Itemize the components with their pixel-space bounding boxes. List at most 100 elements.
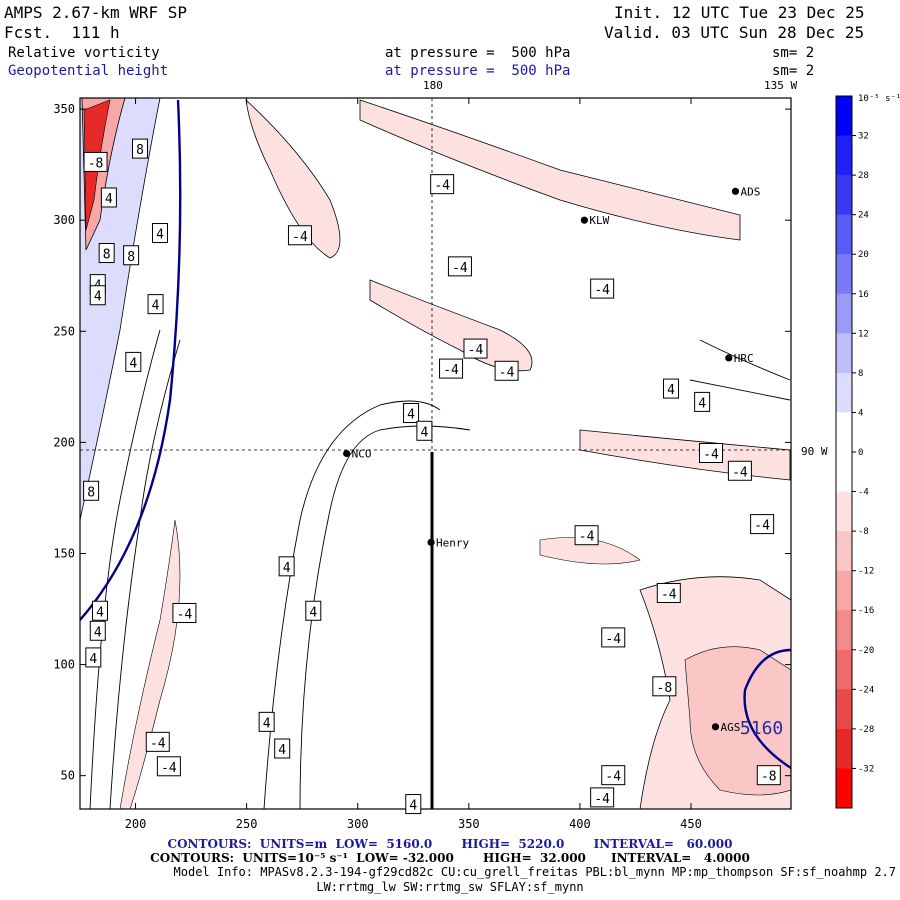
vorticity-label-text: -4 [434, 179, 450, 194]
model-info-cont: LW:rrtmg_lw SW:rrtmg_sw SFLAY:sf_mynn [316, 880, 584, 894]
forecast-hour: Fcst. 111 h [4, 23, 120, 42]
vorticity-label-box [663, 378, 680, 399]
height-contour-west [80, 99, 182, 621]
vorticity-label-text: 4 [409, 799, 417, 814]
vorticity-label-text: -4 [594, 792, 610, 807]
colorbar-level: 20 [858, 250, 869, 260]
vorticity-label-box [699, 443, 724, 463]
field2-level: at pressure = 500 hPa [385, 63, 571, 79]
lon-label-180: 180 [423, 79, 443, 92]
colorbar-swatch [836, 491, 852, 532]
vorticity-label-box [656, 582, 681, 603]
vorticity-label-box [151, 223, 168, 244]
negative-vorticity-band-east [579, 429, 791, 481]
vorticity-label-box [145, 731, 170, 752]
vorticity-label: 4 [147, 294, 164, 315]
colorbar-level: -32 [858, 764, 874, 774]
vorticity-label-box [156, 756, 181, 777]
vorticity-label-box [278, 556, 295, 577]
vorticity-label-text: 4 [129, 356, 137, 371]
vorticity-label-box [727, 460, 752, 481]
colorbar-level: -16 [858, 606, 874, 616]
vorticity-label: 4 [305, 600, 322, 621]
vorticity-label: 4 [278, 556, 295, 577]
vorticity-label: 8 [131, 138, 148, 159]
vorticity-contour [689, 379, 791, 401]
x-tick-label: 450 [680, 817, 702, 831]
vorticity-label-box [416, 420, 433, 441]
vorticity-contour [299, 425, 471, 809]
vorticity-label-text: -4 [594, 283, 610, 298]
height-contour-info: CONTOURS: UNITS=m LOW= 5160.0 HIGH= 5220… [167, 837, 733, 851]
vorticity-label: -4 [656, 582, 681, 603]
vorticity-label-text: 4 [283, 561, 291, 576]
vorticity-label: 4 [151, 223, 168, 244]
vorticity-label-box [131, 138, 148, 159]
vorticity-shading [80, 98, 791, 809]
model-info: Model Info: MPASv8.2.3-194-gf29cd82c CU:… [173, 865, 896, 879]
vorticity-label-box [403, 403, 420, 424]
colorbar-level: 24 [858, 211, 869, 221]
vorticity-label-text: 4 [263, 716, 271, 731]
y-tick-label: 200 [53, 435, 75, 449]
x-tick-label: 400 [569, 817, 591, 831]
station-label: ADS [740, 185, 760, 198]
vorticity-label-text: -4 [579, 530, 595, 545]
vorticity-label: 4 [89, 620, 106, 641]
x-tick-label: 200 [125, 817, 147, 831]
colorbar-swatch [836, 412, 852, 453]
vorticity-label-text: -4 [661, 587, 677, 602]
colorbar-unit: 10⁻⁵ s⁻¹ [858, 94, 900, 104]
vorticity-label-text: -4 [605, 770, 621, 785]
vorticity-label-box [574, 525, 599, 546]
vorticity-label: -4 [590, 278, 615, 299]
vorticity-label-text: -4 [452, 261, 468, 276]
vorticity-label-box [447, 256, 472, 277]
vorticity-contour [109, 339, 181, 809]
vorticity-label-text: 8 [136, 143, 144, 158]
colorbar-level: -12 [858, 567, 874, 577]
vorticity-label: 4 [89, 285, 106, 306]
vorticity-label: 4 [416, 420, 433, 441]
vorticity-label-text: 4 [89, 652, 97, 667]
vorticity-label: -4 [727, 460, 752, 481]
colorbar-level: 8 [858, 369, 863, 379]
vorticity-label-box [305, 600, 322, 621]
vorticity-label-box [756, 765, 781, 786]
y-tick-label: 150 [53, 546, 75, 560]
colorbar-level: 4 [858, 408, 863, 418]
colorbar-swatch [836, 768, 852, 809]
vorticity-contour-info: CONTOURS: UNITS=10⁻⁵ s⁻¹ LOW= -32.000 HI… [150, 851, 750, 865]
axis-ticks: 200 250 300 350 400 450 50 100 150 200 250 300 350 [53, 98, 791, 831]
station-ads: ADS [731, 185, 760, 198]
vorticity-label-box [590, 278, 615, 299]
vorticity-label: -8 [652, 676, 677, 697]
station-marker [711, 723, 720, 731]
negative-vorticity-band-central [369, 279, 533, 372]
vorticity-label-text: 4 [420, 425, 428, 440]
vorticity-label-box [652, 676, 677, 697]
vorticity-label-text: -4 [732, 465, 748, 480]
vorticity-label-text: 4 [698, 396, 706, 411]
vorticity-label: -4 [463, 338, 488, 359]
colorbar-swatch [836, 333, 852, 374]
vorticity-label-box [287, 225, 312, 246]
vorticity-label: 4 [274, 738, 291, 759]
vorticity-label: -4 [156, 756, 181, 777]
vorticity-label-box [85, 647, 102, 668]
negative-vorticity-band-west [245, 98, 341, 259]
vorticity-label-text: -4 [177, 607, 193, 622]
vorticity-label: 8 [83, 480, 100, 501]
vorticity-label-text: -8 [88, 156, 104, 171]
height-labels: 5160 [740, 718, 783, 739]
negative-vorticity-band-northeast [359, 99, 741, 241]
colorbar-level: -24 [858, 685, 874, 695]
vorticity-label: -4 [699, 443, 724, 463]
vorticity-label: -4 [287, 225, 312, 246]
vorticity-contour [89, 329, 161, 809]
colorbar-level: -20 [858, 646, 874, 656]
vorticity-label: -4 [145, 731, 170, 752]
vorticity-label-box [89, 285, 106, 306]
vorticity-label-box [100, 187, 117, 208]
